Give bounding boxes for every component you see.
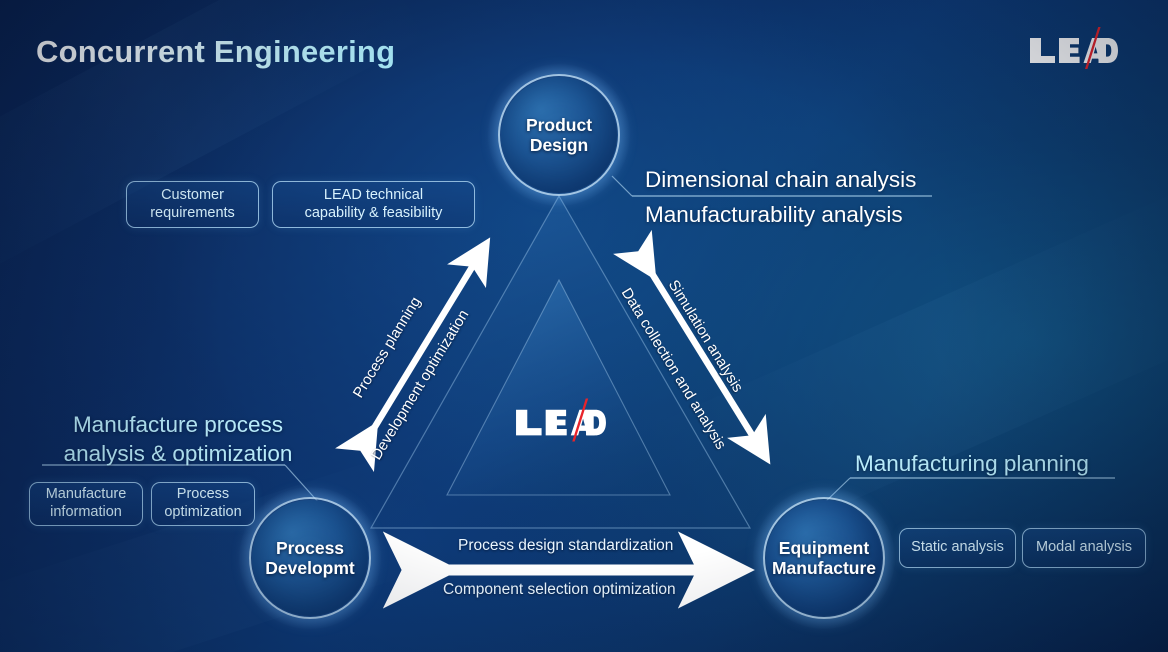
node-label: Product Design — [526, 115, 592, 156]
callout-manufacture-process: Manufacture process analysis & optimizat… — [52, 411, 304, 469]
arrow-label-data-collection-and-analysis: Data collection and analysis — [617, 285, 730, 453]
node-label-line2: Manufacture — [771, 558, 877, 578]
tag-line1: LEAD technical — [323, 186, 424, 203]
node-equipment-manufacture[interactable]: Equipment Manufacture — [753, 487, 895, 629]
node-label: Equipment Manufacture — [772, 538, 876, 579]
node-ring — [763, 497, 885, 619]
tag-line1: Customer — [161, 186, 224, 203]
callout-line: analysis & optimization — [63, 440, 293, 466]
callout-manufacturing-planning: Manufacturing planning — [855, 451, 1089, 476]
tag-static-analysis[interactable]: Static analysis — [899, 528, 1016, 568]
tag-line1: Process — [176, 486, 230, 503]
node-product-design[interactable]: Product Design — [488, 64, 630, 206]
node-label-line2: Design — [529, 135, 589, 155]
tag-line1: Manufacture — [45, 486, 127, 503]
page-title: Concurrent Engineering — [36, 34, 396, 69]
tag-line2: optimization — [164, 504, 242, 520]
node-label-line1: Product — [525, 114, 593, 135]
tag-modal-analysis[interactable]: Modal analysis — [1022, 528, 1146, 568]
node-process-development[interactable]: Process Developmt — [239, 487, 381, 629]
node-label-line1: Process — [275, 537, 345, 558]
tag-lead-technical-capability[interactable]: LEAD technical capability & feasibility — [272, 181, 475, 228]
node-label-line2: Developmt — [265, 558, 355, 578]
node-ring — [249, 497, 371, 619]
callout-line: Manufacture process — [72, 412, 284, 437]
tag-process-optimization[interactable]: Process optimization — [151, 482, 255, 526]
node-label-line1: Equipment — [778, 537, 870, 558]
node-ring — [498, 74, 620, 196]
tag-line2: information — [50, 504, 122, 520]
tag-line2: capability & feasibility — [304, 204, 443, 221]
node-label: Process Developmt — [265, 538, 354, 579]
tag-customer-requirements[interactable]: Customer requirements — [126, 181, 259, 228]
tag-manufacture-information[interactable]: Manufacture information — [29, 482, 143, 526]
callout-dimensional-chain-analysis: Dimensional chain analysis — [645, 167, 917, 192]
background-streak — [636, 180, 1168, 570]
arrow-label-development-optimization: Development optimization — [367, 306, 473, 463]
callout-manufacturability-analysis: Manufacturability analysis — [645, 202, 903, 227]
background-streak — [0, 442, 466, 652]
lead-logo-center — [514, 395, 608, 445]
lead-logo-header — [1028, 24, 1120, 72]
tag-line2: requirements — [150, 204, 235, 221]
arrow-label-process-design-standardization: Process design standardization — [458, 537, 674, 554]
arrow-label-component-selection-optimization: Component selection optimization — [443, 581, 676, 598]
